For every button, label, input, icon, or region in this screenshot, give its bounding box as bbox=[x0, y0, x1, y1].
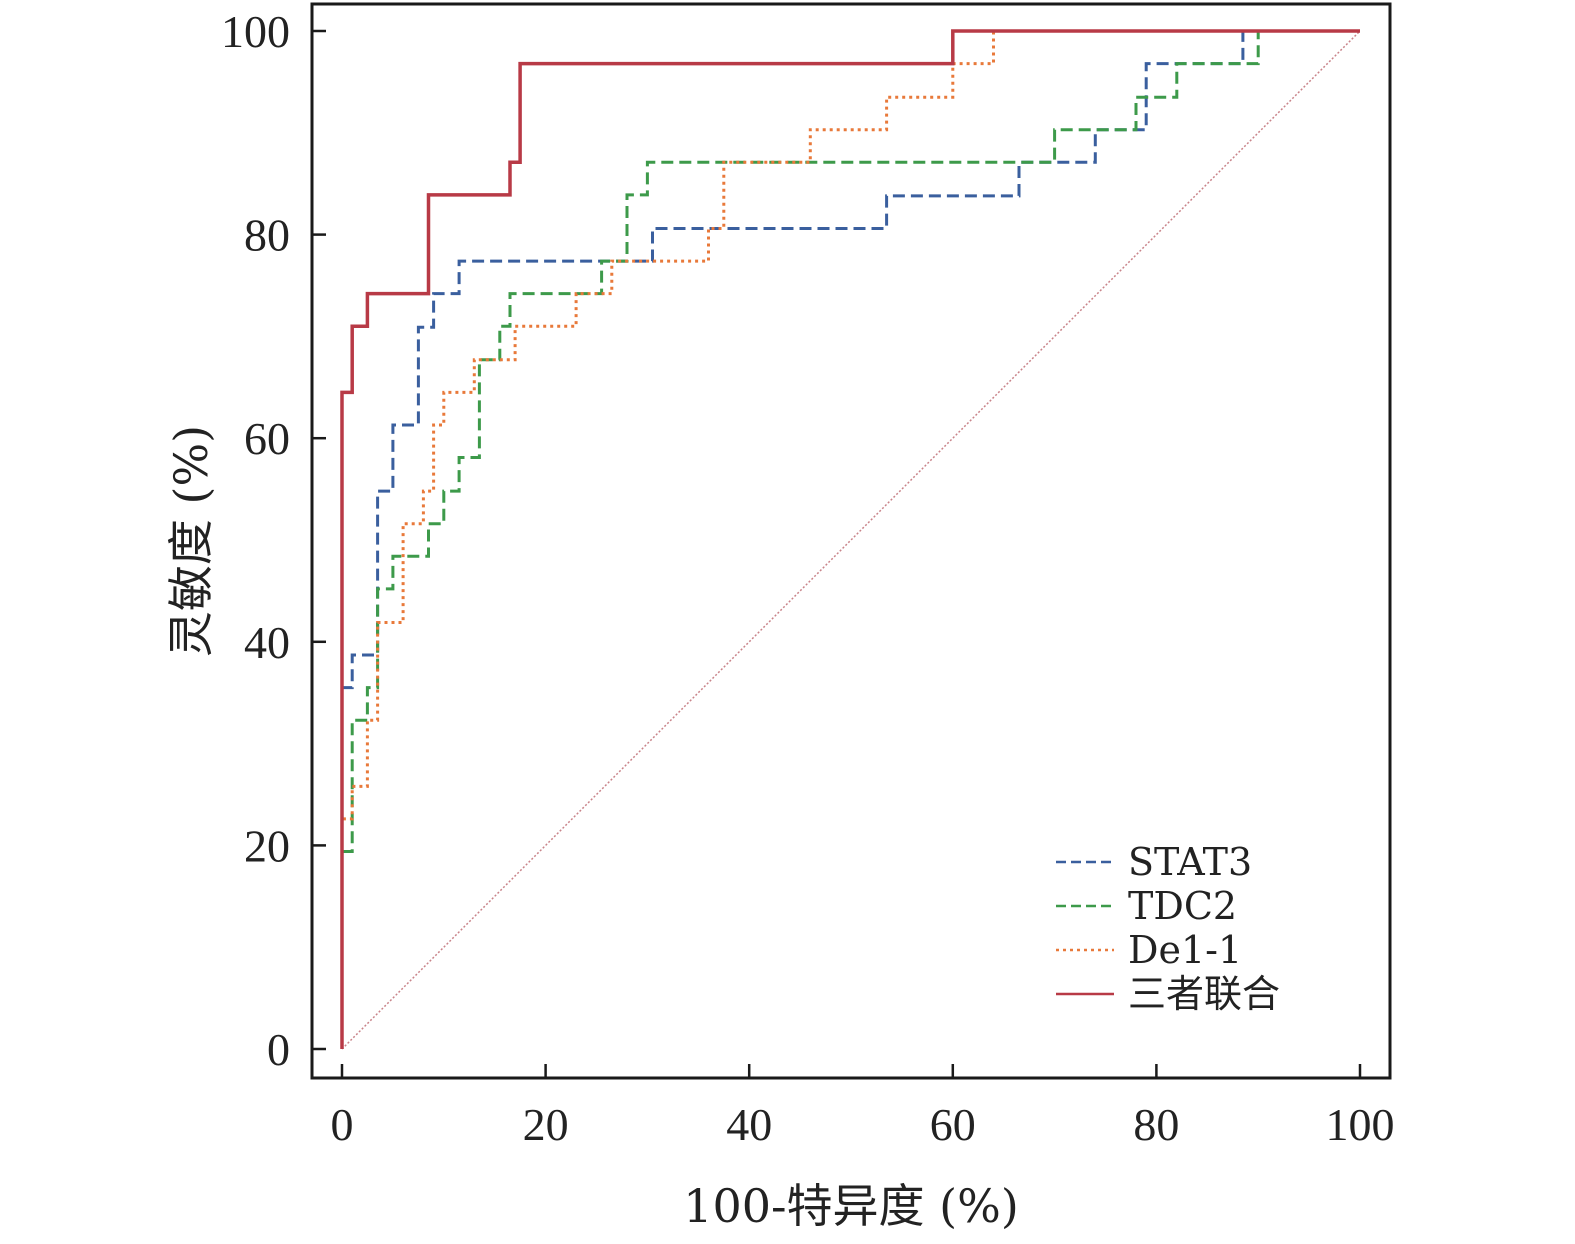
y-tick-label: 60 bbox=[244, 413, 290, 464]
y-tick-label: 40 bbox=[244, 617, 290, 668]
y-axis-title: 灵敏度 (%) bbox=[164, 425, 218, 657]
y-tick-label: 100 bbox=[221, 6, 290, 57]
x-tick-label: 0 bbox=[331, 1099, 354, 1150]
series-layer bbox=[340, 29, 1361, 1050]
legend-label: De1-1 bbox=[1128, 928, 1242, 972]
series-line-3 bbox=[340, 29, 1360, 1049]
y-tick-label: 80 bbox=[244, 210, 290, 261]
legend-label: STAT3 bbox=[1128, 840, 1252, 884]
y-tick-label: 0 bbox=[267, 1024, 290, 1075]
plot-frame bbox=[310, 2, 1392, 1080]
plot-border bbox=[310, 2, 1392, 1080]
y-tick-label: 20 bbox=[244, 820, 290, 871]
series-line-0 bbox=[340, 29, 1360, 1049]
x-tick-label: 40 bbox=[726, 1099, 772, 1150]
legend-label: TDC2 bbox=[1128, 884, 1237, 928]
x-tick-label: 80 bbox=[1133, 1099, 1179, 1150]
x-tick-label: 100 bbox=[1326, 1099, 1395, 1150]
x-tick-label: 60 bbox=[930, 1099, 976, 1150]
axis-ticks: 0 20 40 60 80 100 0 20 40 60 80 100 bbox=[221, 6, 1395, 1150]
series-line-2 bbox=[340, 29, 1360, 1049]
legend-label: 三者联合 bbox=[1128, 972, 1280, 1016]
x-tick-label: 20 bbox=[523, 1099, 569, 1150]
x-axis-title: 100-特异度 (%) bbox=[683, 1179, 1019, 1233]
